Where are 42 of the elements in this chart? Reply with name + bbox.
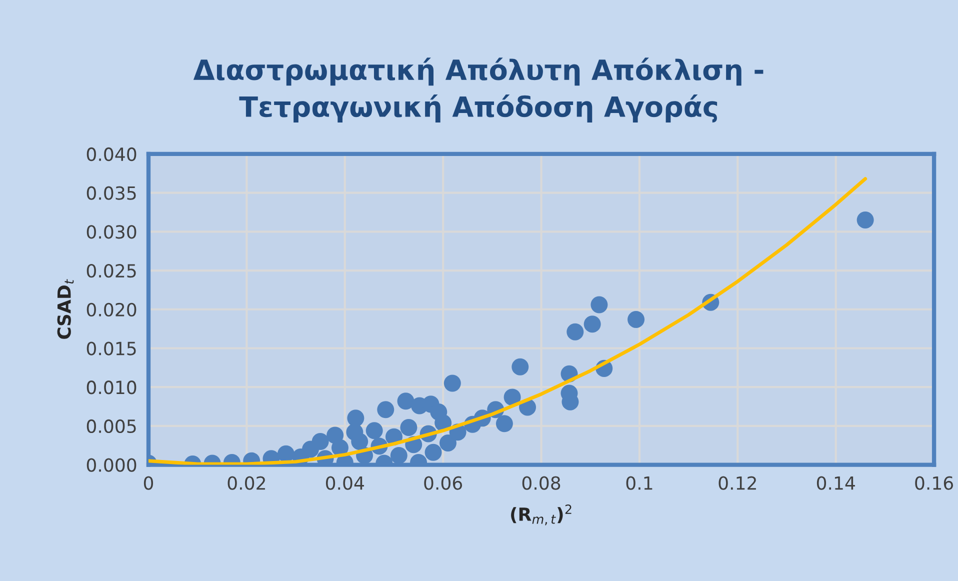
point xyxy=(584,316,601,333)
point xyxy=(312,432,329,450)
line-series xyxy=(148,177,868,465)
y-tick-label: 0.015 xyxy=(86,342,136,356)
y-tick-label: 0.005 xyxy=(86,419,136,434)
x-tick-label: 0.14 xyxy=(816,476,855,490)
point xyxy=(628,310,645,328)
x-tick-label: 0.16 xyxy=(915,476,954,490)
x-tick-label: 0.02 xyxy=(228,476,265,490)
point xyxy=(366,422,383,440)
point xyxy=(504,388,521,406)
point xyxy=(400,418,418,436)
chart-title: Διαστρωματική Απόλυτη Απόκλιση - Τετραγωνική Απόδοση Αγοράς xyxy=(193,58,764,123)
x-tick-label: 0.06 xyxy=(424,476,462,490)
y-axis-title: CSAD$_{t}$ xyxy=(57,279,74,339)
point xyxy=(397,392,414,410)
point xyxy=(566,323,584,340)
y-tick-label: 0.025 xyxy=(86,264,136,278)
point xyxy=(496,415,513,432)
point xyxy=(439,434,456,452)
point xyxy=(856,212,874,229)
y-tick-label: 0.040 xyxy=(86,147,136,162)
x-tick-label: 0.08 xyxy=(522,476,560,490)
point xyxy=(590,296,608,314)
x-tick-label: 0 xyxy=(144,476,154,490)
x-tick-label: 0.1 xyxy=(626,476,652,490)
x-tick-label: 0.12 xyxy=(718,476,756,490)
y-tick-label: 0.010 xyxy=(86,380,136,394)
point xyxy=(512,358,529,376)
point xyxy=(351,432,368,450)
point xyxy=(377,401,394,418)
y-tick-label: 0.000 xyxy=(86,458,136,472)
point xyxy=(444,374,461,392)
x-tick-label: 0.04 xyxy=(326,476,364,490)
y-tick-label: 0.035 xyxy=(86,186,136,200)
y-tick-label: 0.020 xyxy=(86,302,136,316)
point xyxy=(347,410,364,427)
point xyxy=(390,446,408,464)
x-axis-title: (R$_{m,t}$)$^{2}$ xyxy=(511,504,572,526)
point xyxy=(430,403,448,420)
y-tick-label: 0.030 xyxy=(86,225,136,239)
point xyxy=(424,444,442,461)
